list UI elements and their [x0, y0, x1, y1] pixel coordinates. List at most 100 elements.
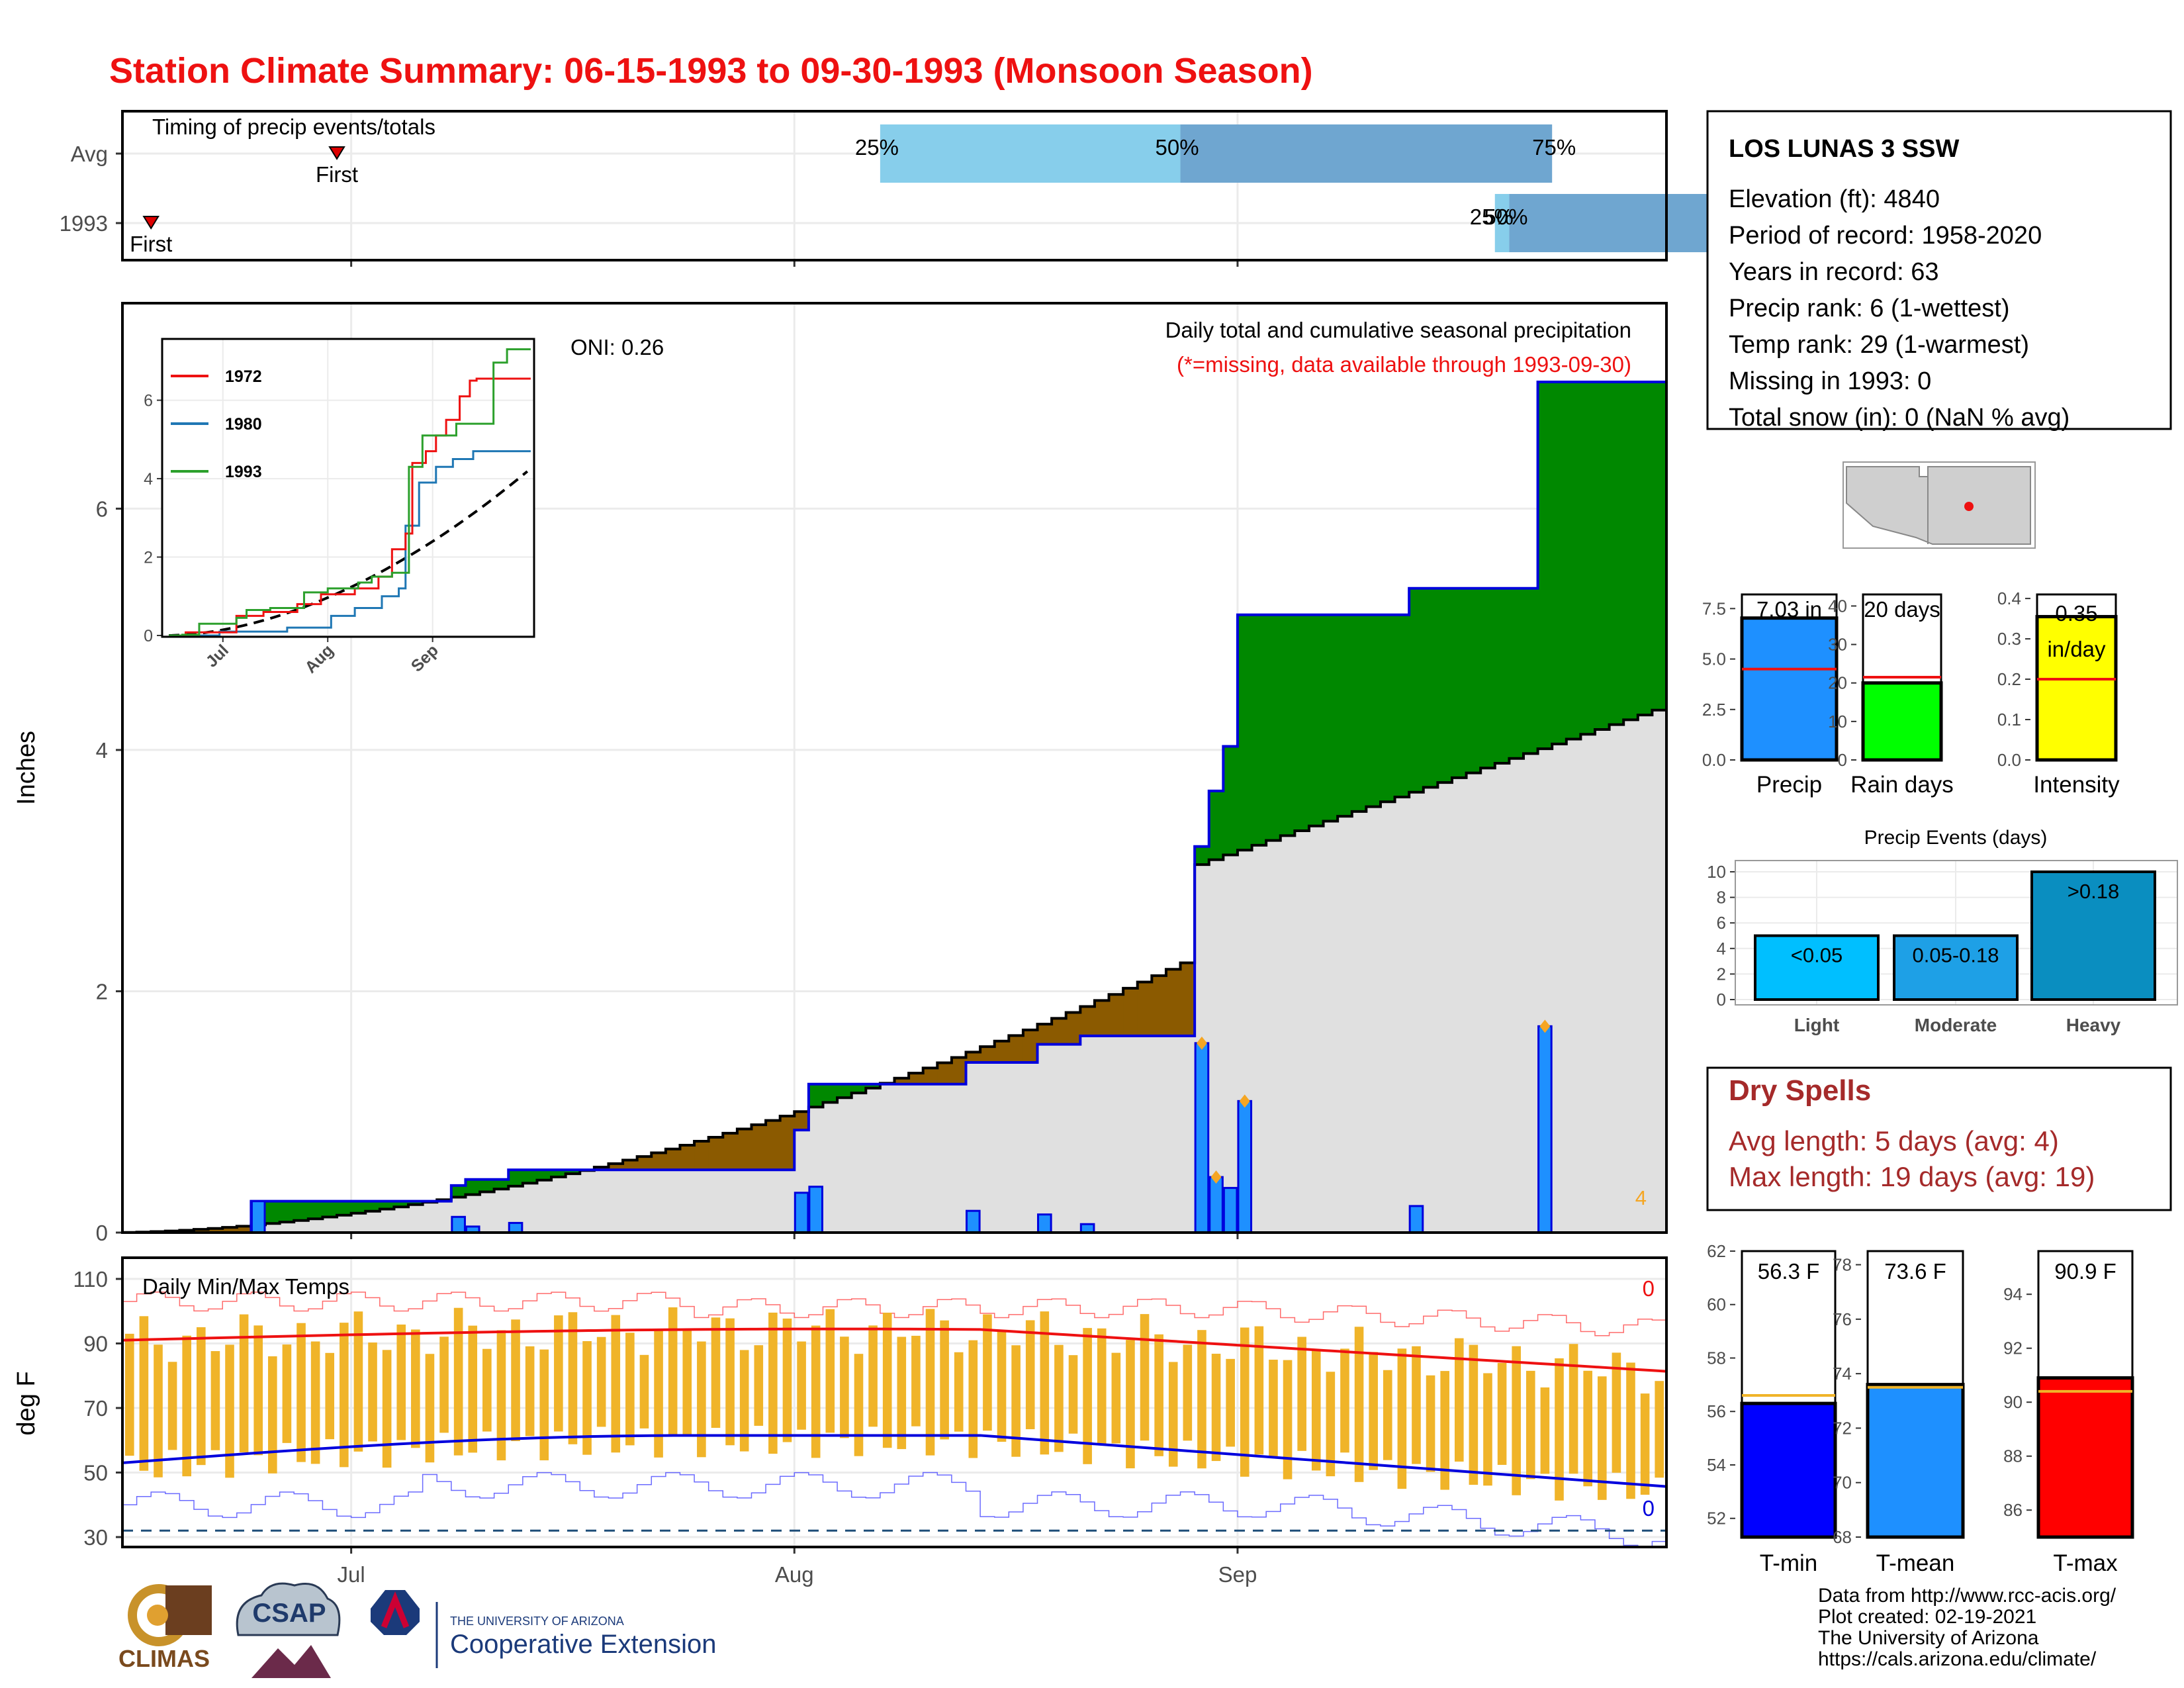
daily-temp-bar: [1197, 1330, 1206, 1469]
daily-temp-bar: [897, 1336, 907, 1450]
daily-temp-bar: [1454, 1338, 1464, 1462]
precip-anomaly-fill: [194, 1229, 209, 1233]
daily-temp-bar: [1397, 1348, 1407, 1489]
timing-q50-label: 50%: [1484, 205, 1527, 229]
daily-temp-bar: [425, 1354, 435, 1463]
precip-subtitle: Daily total and cumulative seasonal prec…: [1165, 318, 1631, 342]
daily-precip-bar: [1408, 1205, 1424, 1234]
precip-anomaly-fill: [980, 1047, 995, 1063]
precip-anomaly-fill: [1308, 614, 1324, 826]
events-ytick-label: 2: [1717, 964, 1726, 984]
daily-temp-bar: [1469, 1344, 1479, 1485]
temp-ytick-label: 54: [1707, 1455, 1726, 1475]
credit-line: Plot created: 02-19-2021: [1818, 1606, 2036, 1628]
precip-anomaly-fill: [537, 1170, 552, 1180]
inset-1993-line: [169, 348, 531, 637]
daily-precip-bar: [1194, 1042, 1210, 1234]
precip-anomaly-fill: [1223, 746, 1238, 855]
daily-temp-bar: [197, 1327, 206, 1466]
inset-legend-label: 1993: [225, 463, 262, 481]
daily-temp-bar: [1354, 1327, 1364, 1482]
daily-temp-bar: [797, 1341, 806, 1430]
daily-temp-bar: [868, 1325, 878, 1427]
temp-ytick-label: 76: [1833, 1309, 1852, 1329]
precip-anomaly-fill: [394, 1201, 409, 1207]
daily-temp-bar: [139, 1316, 149, 1471]
station-info-box: LOS LUNAS 3 SSW Elevation (ft): 4840 Perio…: [1706, 110, 2172, 432]
daily-temp-bar: [482, 1348, 492, 1432]
temp-value-text: 73.6 F: [1884, 1259, 1946, 1284]
temps-ylabel: deg F: [13, 1371, 40, 1435]
daily-precip-bar: [1208, 1176, 1224, 1234]
precip-anomaly-fill: [1152, 975, 1167, 1036]
precip-anomaly-fill: [1052, 1018, 1067, 1045]
summary-ytick-label: 40: [1828, 596, 1847, 616]
precip-anomaly-fill: [308, 1201, 323, 1219]
timing-first-marker: [142, 216, 159, 230]
precip-anomaly-fill: [966, 1052, 981, 1063]
ua-logo-a-inner: [381, 1591, 410, 1628]
summary-ytick-label: 0.1: [1997, 710, 2021, 729]
daily-temp-bar: [582, 1341, 592, 1455]
ua-logo-large-text: Cooperative Extension: [450, 1630, 716, 1659]
daily-temp-bar: [1068, 1355, 1078, 1434]
summary-value-bar: [2035, 615, 2118, 762]
temps-xtick-label: Sep: [1218, 1562, 1257, 1587]
summary-ytick-label: 2.5: [1702, 700, 1726, 720]
event-category: Moderate: [1915, 1015, 1997, 1035]
daily-temp-bar: [1154, 1334, 1163, 1456]
summary-ytick-label: 10: [1828, 712, 1847, 731]
precip-anomaly-fill: [1351, 614, 1367, 812]
inset-ytick-label: 4: [144, 470, 153, 489]
precip-anomaly-fill: [222, 1227, 238, 1233]
summary-value-text: in/day: [2047, 637, 2106, 661]
inset-ytick-label: 2: [144, 549, 153, 567]
daily-temp-bar: [1240, 1327, 1250, 1477]
precip-anomaly-fill: [1437, 588, 1453, 783]
events-ytick-label: 10: [1707, 862, 1726, 882]
precip-anomaly-fill: [522, 1170, 537, 1184]
map-states: [1846, 466, 2031, 545]
daily-temp-bar: [1525, 1370, 1535, 1479]
summary-label: Rain days: [1850, 772, 1954, 798]
precip-anomaly-fill: [1580, 382, 1596, 735]
inset-legend-label: 1972: [225, 367, 262, 386]
precip-anomaly-fill: [708, 1137, 723, 1170]
precip-anomaly-fill: [1237, 614, 1253, 851]
precip-ytick-label: 2: [96, 979, 108, 1004]
events-frame: [1735, 860, 2178, 1006]
precip-anomaly-fill: [351, 1201, 366, 1213]
daily-temp-bar: [596, 1336, 606, 1427]
daily-temp-bar: [1054, 1344, 1064, 1452]
daily-temp-bar: [1597, 1376, 1607, 1500]
precip-anomaly-fill: [294, 1201, 309, 1221]
summary-ytick-label: 0.0: [1702, 750, 1726, 770]
daily-temp-bar: [854, 1354, 864, 1456]
summary-ytick-label: 0.2: [1997, 669, 2021, 689]
event-bar-label: 0.05-0.18: [1913, 944, 1999, 967]
observed-cumulative-line: [122, 381, 1666, 1234]
daily-temp-bar: [725, 1318, 735, 1446]
daily-temp-bar: [154, 1344, 163, 1477]
daily-temp-bar: [1555, 1358, 1564, 1501]
dry-spells-box: Dry Spells Avg length: 5 days (avg: 4) Max…: [1706, 1066, 2172, 1211]
precip-anomaly-fill: [723, 1133, 738, 1170]
daily-temp-bar: [1211, 1354, 1221, 1462]
daily-temp-bar: [167, 1362, 177, 1450]
precip-anomaly-fill: [1537, 382, 1553, 749]
event-category: Light: [1794, 1015, 1839, 1035]
daily-temp-bar: [1168, 1362, 1178, 1467]
precip-anomaly-fill: [651, 1152, 666, 1170]
temp-ytick-label: 74: [1833, 1364, 1852, 1383]
timing-first-label: First: [316, 162, 358, 187]
summary-ytick-label: 0.0: [1997, 750, 2021, 770]
daily-temp-bar: [1283, 1360, 1293, 1479]
precip-anomaly-fill: [1094, 1000, 1110, 1036]
precip-anomaly-fill: [1123, 988, 1138, 1036]
precip-anomaly-fill: [1423, 588, 1438, 788]
inset-frame: [161, 338, 535, 638]
daily-precip-bar: [808, 1186, 823, 1234]
precip-anomaly-fill: [1323, 614, 1338, 821]
precip-anomaly-fill: [1037, 1024, 1052, 1045]
inset-ytick-label: 0: [144, 627, 153, 645]
